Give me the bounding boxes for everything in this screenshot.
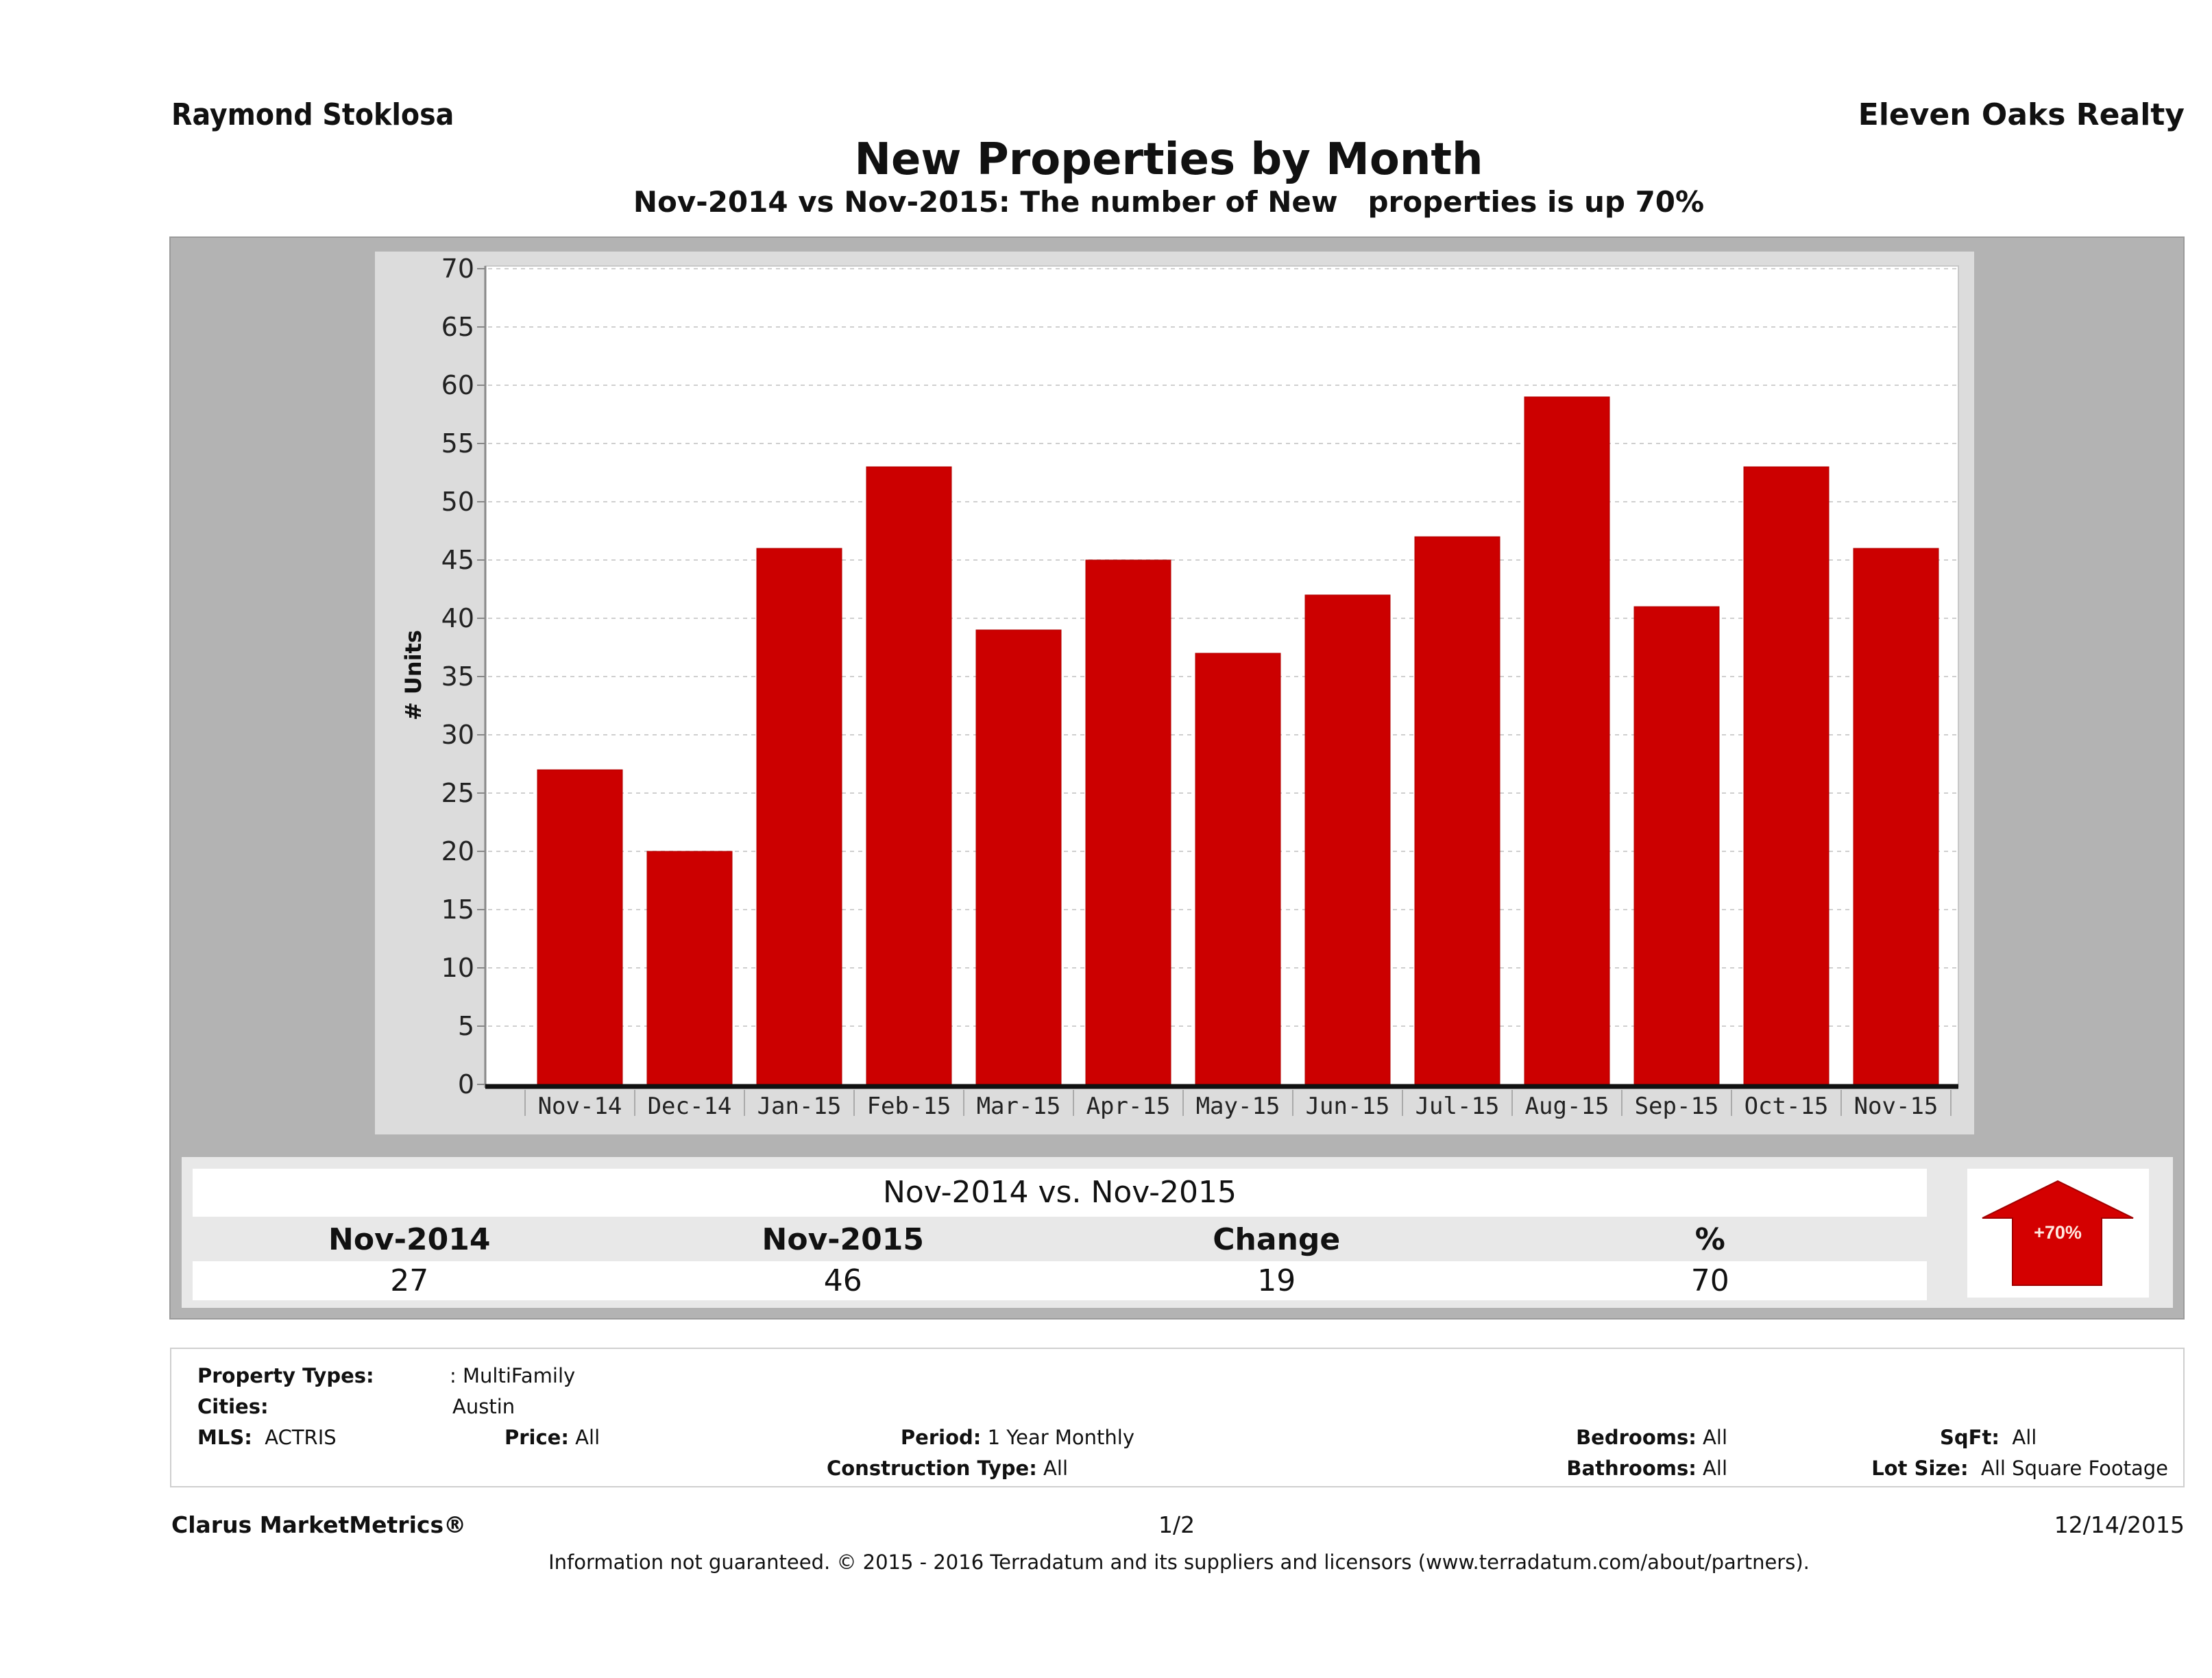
summary-title: Nov-2014 vs. Nov-2015 — [193, 1169, 1927, 1217]
filter-value: All — [1043, 1457, 1068, 1480]
summary-header: Nov-2015 — [762, 1222, 924, 1257]
x-tick-label: May-15 — [1196, 1093, 1280, 1120]
filter-label: Period: — [900, 1426, 982, 1449]
filter-value: Austin — [452, 1395, 515, 1418]
x-tick-labels: Nov-14 Dec-14 Jan-15 Feb-15 Mar-15 Apr-15 May-… — [524, 1090, 1952, 1120]
y-tick-label: 65 — [441, 312, 474, 342]
x-tick-label: Dec-14 — [648, 1093, 732, 1120]
summary-header: Nov-2014 — [328, 1222, 491, 1257]
y-tick-label: 5 — [458, 1011, 474, 1041]
filter-label: Price: — [505, 1426, 569, 1449]
bar-apr-15 — [1085, 559, 1171, 1086]
y-tick-label: 20 — [441, 836, 474, 866]
y-tick-label: 35 — [441, 661, 474, 692]
filter-value: All Square Footage — [1980, 1457, 2168, 1480]
y-tick-label: 40 — [441, 603, 474, 633]
filter-label: SqFt: — [1940, 1426, 2000, 1449]
filter-value: All — [575, 1426, 600, 1449]
summary-value-row: 27 46 19 70 — [193, 1261, 1927, 1300]
filter-value: 1 Year Monthly — [987, 1426, 1134, 1449]
y-tick-label: 55 — [441, 428, 474, 459]
summary-value: 19 — [1257, 1263, 1296, 1298]
x-tick-label: Jan-15 — [757, 1093, 842, 1120]
x-tick-label: Feb-15 — [867, 1093, 951, 1120]
report-subtitle: Nov-2014 vs Nov-2015: The number of New … — [633, 185, 1705, 219]
bar-aug-15 — [1524, 396, 1610, 1086]
x-tick-label: Oct-15 — [1745, 1093, 1829, 1120]
filter-label: Bedrooms: — [1576, 1426, 1697, 1449]
bar-nov-14 — [537, 769, 623, 1086]
report-title: New Properties by Month — [854, 134, 1483, 185]
bar-dec-14 — [646, 851, 733, 1086]
change-badge: +70% — [1967, 1169, 2149, 1298]
summary-value: 70 — [1690, 1263, 1729, 1298]
y-tick-label: 15 — [441, 895, 474, 925]
bar-nov-15 — [1853, 548, 1939, 1086]
summary-value: 27 — [390, 1263, 429, 1298]
y-tick-label: 50 — [441, 487, 474, 517]
product-name: Clarus MarketMetrics® — [171, 1511, 467, 1538]
filter-label: Bathrooms: — [1566, 1457, 1697, 1480]
y-tick-label: 25 — [441, 778, 474, 808]
y-tick-label: 0 — [458, 1069, 474, 1099]
filter-label: Lot Size: — [1871, 1457, 1969, 1480]
bar-jul-15 — [1414, 536, 1500, 1086]
filter-value: ACTRIS — [265, 1426, 337, 1449]
agent-name: Raymond Stoklosa — [171, 97, 454, 132]
filter-label: Construction Type: — [826, 1457, 1037, 1480]
bars — [537, 396, 1939, 1086]
filter-label: Cities: — [197, 1395, 269, 1418]
x-tick-label: Apr-15 — [1086, 1093, 1171, 1120]
report-date: 12/14/2015 — [2054, 1511, 2185, 1538]
x-tick-label: Mar-15 — [977, 1093, 1061, 1120]
y-tick-label: 60 — [441, 370, 474, 400]
x-tick-label: Jul-15 — [1415, 1093, 1500, 1120]
x-tick-label: Sep-15 — [1635, 1093, 1719, 1120]
brokerage-name: Eleven Oaks Realty — [1858, 97, 2185, 132]
x-tick-label: Aug-15 — [1525, 1093, 1609, 1120]
filter-criteria: Property Types: : MultiFamily Cities: Au… — [170, 1348, 2185, 1487]
y-tick-label: 45 — [441, 545, 474, 575]
filter-value: All — [1703, 1457, 1727, 1480]
y-axis-title: # Units — [400, 630, 426, 720]
x-tick-label: Jun-15 — [1306, 1093, 1390, 1120]
up-arrow-icon: +70% — [1982, 1180, 2134, 1286]
y-tick-label: 10 — [441, 953, 474, 983]
filter-value: All — [2012, 1426, 2037, 1449]
filter-value: All — [1703, 1426, 1727, 1449]
y-tick-labels: 0 5 10 15 20 25 30 35 40 45 50 55 60 65 70 — [441, 254, 485, 1099]
bar-may-15 — [1195, 653, 1281, 1086]
filter-value: : MultiFamily — [450, 1364, 576, 1387]
summary-header: % — [1694, 1222, 1725, 1257]
x-tick-label: Nov-14 — [538, 1093, 622, 1120]
x-tick-label: Nov-15 — [1854, 1093, 1938, 1120]
disclaimer: Information not guaranteed. © 2015 - 201… — [548, 1551, 1810, 1574]
bar-jan-15 — [756, 548, 842, 1086]
bar-feb-15 — [866, 466, 952, 1086]
filter-label: MLS: — [197, 1426, 252, 1449]
change-badge-label: +70% — [2034, 1222, 2082, 1243]
filter-label: Property Types: — [197, 1364, 374, 1387]
bar-sep-15 — [1633, 606, 1720, 1086]
y-tick-label: 30 — [441, 720, 474, 750]
summary-value: 46 — [823, 1263, 862, 1298]
summary-header: Change — [1213, 1222, 1341, 1257]
bar-oct-15 — [1743, 466, 1830, 1086]
summary-header-row: Nov-2014 Nov-2015 Change % — [193, 1220, 1927, 1260]
page-number: 1/2 — [1158, 1511, 1195, 1538]
bar-jun-15 — [1304, 594, 1391, 1086]
bar-mar-15 — [975, 629, 1062, 1086]
y-tick-label: 70 — [441, 254, 474, 284]
